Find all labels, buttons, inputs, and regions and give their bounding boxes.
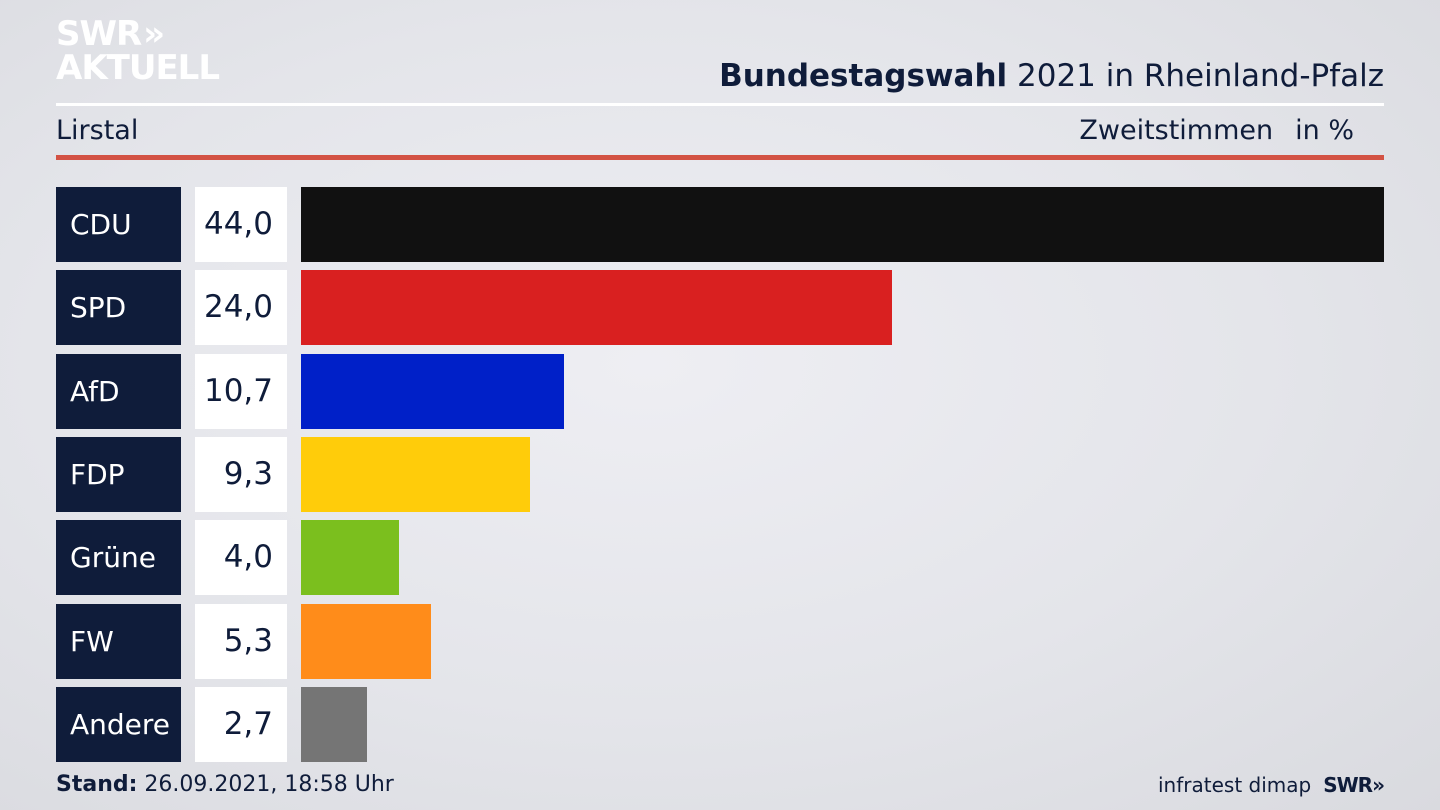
logo-aktuell-text: AKTUELL — [56, 48, 220, 88]
value-label: 10,7 — [195, 353, 287, 429]
source-text: infratest dimap — [1158, 773, 1312, 797]
party-label: FW — [56, 603, 181, 679]
value-label: 44,0 — [195, 187, 287, 262]
party-label: CDU — [56, 187, 181, 262]
bar — [301, 353, 564, 429]
value-label: 9,3 — [195, 436, 287, 512]
timestamp: Stand: 26.09.2021, 18:58 Uhr — [56, 772, 394, 797]
stand-value: 26.09.2021, 18:58 Uhr — [137, 772, 394, 797]
title-rest: 2021 in Rheinland-Pfalz — [1007, 58, 1384, 94]
party-label: Andere — [56, 686, 181, 762]
value-label: 24,0 — [195, 270, 287, 346]
measure-text: Zweitstimmen — [1079, 115, 1274, 146]
bar — [301, 686, 367, 762]
value-label: 5,3 — [195, 603, 287, 679]
party-label: Grüne — [56, 520, 181, 596]
stand-label: Stand: — [56, 772, 138, 797]
bar — [301, 270, 892, 346]
swr-aktuell-logo: SWR» AKTUELL — [56, 14, 220, 88]
bar — [301, 436, 530, 512]
measure-label: Zweitstimmen in % — [1079, 115, 1354, 146]
value-label: 2,7 — [195, 686, 287, 762]
accent-divider — [56, 155, 1384, 160]
party-label: SPD — [56, 270, 181, 346]
party-label: AfD — [56, 353, 181, 429]
logo-swr-text: SWR — [56, 14, 142, 54]
value-label: 4,0 — [195, 520, 287, 596]
swr-brand-logo: SWR» — [1323, 773, 1385, 797]
unit-text: in % — [1295, 115, 1354, 146]
page-title: Bundestagswahl 2021 in Rheinland-Pfalz — [719, 58, 1384, 94]
header-divider — [56, 103, 1384, 106]
bar — [301, 520, 399, 596]
location-label: Lirstal — [56, 115, 139, 146]
bar — [301, 187, 1384, 262]
source-credit: infratest dimap SWR» — [1158, 773, 1385, 797]
party-label: FDP — [56, 436, 181, 512]
bar — [301, 603, 431, 679]
title-bold: Bundestagswahl — [719, 58, 1008, 94]
